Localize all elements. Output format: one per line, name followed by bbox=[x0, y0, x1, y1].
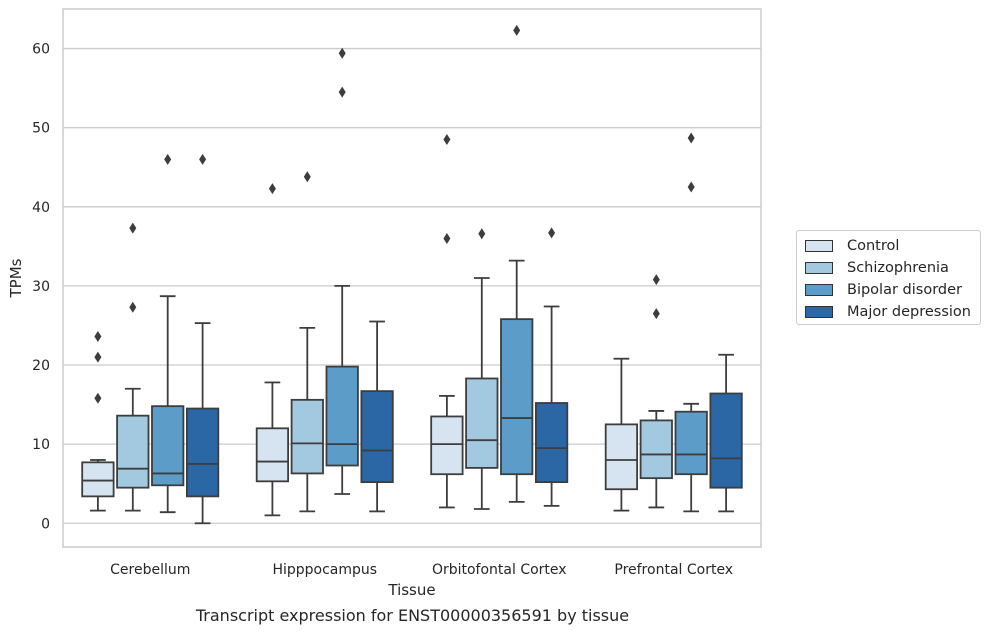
outlier-point bbox=[687, 132, 695, 144]
outlier-point bbox=[338, 47, 346, 59]
box-series bbox=[81, 24, 743, 525]
outlier-point bbox=[652, 274, 660, 286]
x-tick-label: Orbitofontal Cortex bbox=[432, 562, 567, 578]
x-tick-label: Cerebellum bbox=[110, 562, 190, 578]
box bbox=[500, 318, 534, 476]
box bbox=[116, 414, 150, 489]
box bbox=[639, 419, 673, 480]
box bbox=[185, 407, 220, 498]
box bbox=[325, 365, 359, 467]
series-schizophrenia bbox=[116, 171, 673, 513]
legend-label-bipolar-disorder: Bipolar disorder bbox=[847, 282, 962, 298]
box bbox=[151, 405, 185, 487]
box bbox=[81, 461, 115, 498]
box bbox=[255, 427, 290, 483]
outlier-point bbox=[94, 351, 102, 363]
y-tick-label: 40 bbox=[32, 200, 50, 216]
box bbox=[360, 390, 394, 484]
x-axis-label: Tissue bbox=[387, 581, 435, 599]
legend-item-schizophrenia: Schizophrenia bbox=[805, 259, 949, 277]
outlier-point bbox=[129, 222, 137, 234]
y-tick-label: 10 bbox=[32, 437, 50, 453]
figure-caption: Transcript expression for ENST0000035659… bbox=[195, 606, 630, 625]
y-tick-label: 30 bbox=[32, 279, 50, 295]
box bbox=[430, 415, 464, 476]
outlier-point bbox=[548, 227, 556, 239]
legend-item-major-depression: Major depression bbox=[805, 303, 971, 321]
outlier-point bbox=[443, 232, 451, 244]
y-tick-label: 0 bbox=[41, 516, 50, 532]
box bbox=[674, 410, 708, 476]
series-major-depression bbox=[185, 153, 743, 525]
outlier-point bbox=[199, 153, 207, 165]
outlier-point bbox=[268, 183, 276, 195]
legend-swatch-bipolar-disorder bbox=[805, 284, 833, 296]
outlier-point bbox=[129, 301, 137, 313]
box bbox=[534, 402, 569, 484]
y-tick-label: 60 bbox=[32, 42, 50, 58]
series-bipolar-disorder bbox=[151, 24, 708, 514]
box bbox=[709, 392, 743, 489]
legend-item-control: Control bbox=[805, 237, 899, 255]
outlier-point bbox=[338, 86, 346, 98]
outlier-point bbox=[303, 171, 311, 183]
outlier-point bbox=[652, 308, 660, 320]
box bbox=[465, 377, 499, 469]
box bbox=[290, 398, 324, 475]
outlier-point bbox=[94, 331, 102, 343]
outlier-point bbox=[443, 134, 451, 146]
box bbox=[604, 423, 639, 491]
series-control bbox=[81, 134, 639, 517]
legend-swatch-schizophrenia bbox=[805, 262, 833, 274]
legend-label-major-depression: Major depression bbox=[847, 304, 971, 320]
outlier-point bbox=[687, 181, 695, 193]
y-tick-label: 50 bbox=[32, 121, 50, 137]
x-tick-label: Hipppocampus bbox=[272, 562, 377, 578]
outlier-point bbox=[513, 24, 521, 36]
y-axis-label: TPMs bbox=[7, 258, 25, 298]
legend-swatch-control bbox=[805, 240, 833, 252]
outlier-point bbox=[94, 392, 102, 404]
x-axis-ticks: Cerebellum Hipppocampus Orbitofontal Corte… bbox=[110, 562, 733, 578]
legend-label-schizophrenia: Schizophrenia bbox=[847, 260, 949, 276]
plot-area-frame bbox=[62, 8, 762, 548]
legend-item-bipolar-disorder: Bipolar disorder bbox=[805, 281, 962, 299]
legend-swatch-major-depression bbox=[805, 306, 833, 318]
x-tick-label: Prefrontal Cortex bbox=[614, 562, 733, 578]
outlier-point bbox=[164, 153, 172, 165]
legend: Control Schizophrenia Bipolar disorder M… bbox=[796, 230, 981, 325]
legend-label-control: Control bbox=[847, 238, 900, 254]
y-tick-label: 20 bbox=[32, 358, 50, 374]
y-axis-ticks: 0 10 20 30 40 50 60 bbox=[32, 42, 50, 533]
outlier-point bbox=[478, 228, 486, 240]
